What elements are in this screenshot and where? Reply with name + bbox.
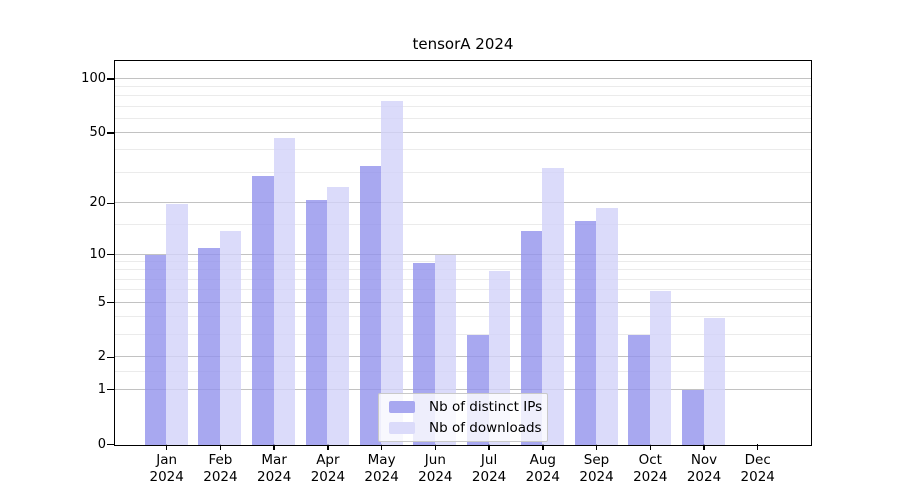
x-tick-mark <box>380 444 383 450</box>
legend-row: Nb of distinct IPs <box>389 399 542 415</box>
y-tick-label: 1 <box>97 381 106 397</box>
bar-downloads <box>703 317 725 445</box>
legend-swatch-icon <box>389 401 415 413</box>
x-tick-mark <box>219 444 222 450</box>
x-tick-label: Jul 2024 <box>471 452 507 485</box>
bar-distinct-ips <box>198 248 220 445</box>
x-tick-label: Jun 2024 <box>418 452 453 485</box>
bar-distinct-ips <box>144 255 167 445</box>
x-tick-mark <box>488 444 490 450</box>
y-tick-label: 100 <box>81 71 106 86</box>
grid-line-minor <box>115 149 811 151</box>
grid-line-minor <box>115 370 811 372</box>
y-tick-label: 20 <box>89 195 106 211</box>
y-tick-mark <box>107 388 114 391</box>
legend-label: Nb of distinct IPs <box>429 399 543 415</box>
y-tick-mark <box>107 78 114 80</box>
bar-downloads <box>542 168 564 445</box>
x-tick-mark <box>542 444 544 450</box>
bar-distinct-ips <box>305 200 328 445</box>
bar-downloads <box>596 207 618 445</box>
x-tick-mark <box>434 444 437 450</box>
grid-line-major <box>115 202 811 204</box>
y-tick-label: 5 <box>97 294 106 310</box>
y-tick-mark <box>107 132 114 134</box>
bar-downloads <box>166 203 188 445</box>
y-tick-mark <box>107 253 114 256</box>
x-tick-label: Aug 2024 <box>525 452 560 485</box>
grid-line-minor <box>115 316 811 318</box>
y-tick-label: 10 <box>89 246 106 262</box>
y-tick-label: 2 <box>97 349 106 365</box>
grid-line-major <box>115 301 811 303</box>
legend: Nb of distinct IPs Nb of downloads <box>378 393 548 442</box>
bar-downloads <box>649 290 672 445</box>
grid-line-major <box>115 132 811 134</box>
x-tick-label: Nov 2024 <box>686 452 722 485</box>
grid-line-major <box>115 388 811 390</box>
bar-distinct-ips <box>574 220 597 445</box>
y-tick-mark <box>107 356 114 359</box>
y-tick-mark <box>107 202 114 205</box>
x-tick-mark <box>703 444 705 450</box>
x-tick-label: Mar 2024 <box>256 452 292 485</box>
grid-line-minor <box>115 171 811 173</box>
y-tick-mark <box>107 301 114 304</box>
x-tick-label: Oct 2024 <box>633 452 668 485</box>
bar-distinct-ips <box>359 165 382 445</box>
legend-row: Nb of downloads <box>389 420 542 436</box>
x-tick-label: Dec 2024 <box>740 452 775 485</box>
bar-distinct-ips <box>628 335 650 445</box>
legend-label: Nb of downloads <box>429 420 542 436</box>
x-tick-mark <box>756 444 759 450</box>
x-tick-mark <box>273 444 275 450</box>
grid-line-minor <box>115 269 811 271</box>
legend-swatch-icon <box>389 422 415 434</box>
y-tick-mark <box>107 443 114 446</box>
y-tick-label: 50 <box>89 125 106 141</box>
x-tick-mark <box>649 444 652 450</box>
x-tick-mark <box>165 444 168 450</box>
x-tick-label: Feb 2024 <box>203 452 238 485</box>
bar-distinct-ips <box>682 390 704 445</box>
grid-line-minor <box>115 333 811 335</box>
bar-downloads <box>327 186 349 445</box>
grid-line-minor <box>115 95 811 97</box>
grid-line-minor <box>115 223 811 225</box>
grid-line-major <box>115 78 811 79</box>
grid-line-minor <box>115 117 811 119</box>
bar-distinct-ips <box>252 175 274 445</box>
x-tick-mark <box>595 444 598 450</box>
grid-line-minor <box>115 105 811 107</box>
x-tick-label: Apr 2024 <box>310 452 346 485</box>
x-tick-label: Jan 2024 <box>149 452 184 485</box>
grid-line-minor <box>115 261 811 263</box>
x-tick-mark <box>327 444 329 450</box>
y-tick-label: 0 <box>97 436 106 452</box>
bar-downloads <box>381 101 403 445</box>
plot-area <box>114 60 812 446</box>
grid-line-minor <box>115 86 811 88</box>
grid-line-major <box>115 253 811 255</box>
bar-downloads <box>273 138 296 445</box>
grid-line-major <box>115 356 811 358</box>
bar-distinct-ips <box>520 230 543 445</box>
chart-title: tensorA 2024 <box>412 35 514 53</box>
grid-line-minor <box>115 278 811 280</box>
x-tick-label: May 2024 <box>364 452 399 485</box>
grid-line-minor <box>115 289 811 291</box>
bar-downloads <box>219 230 242 445</box>
x-tick-label: Sep 2024 <box>579 452 614 485</box>
